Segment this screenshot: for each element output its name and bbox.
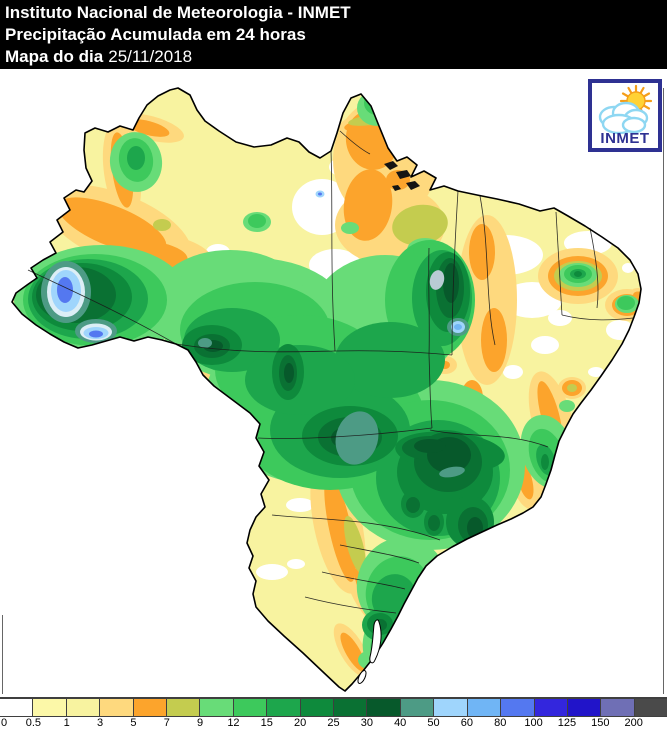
legend-cell <box>166 699 200 716</box>
legend-bar <box>0 697 667 717</box>
legend-tick-label: 200 <box>624 717 643 729</box>
legend-labels: 0 0.5 1 3 5 7 9 12 15 20 25 30 40 50 60 80 100 125 150 200 <box>0 717 667 730</box>
inmet-logo-art: INMET <box>598 84 653 147</box>
legend-tick-label: 0.5 <box>25 717 41 729</box>
legend-tick-label: 3 <box>96 717 104 729</box>
legend-cell <box>466 699 501 716</box>
state-borders <box>27 130 634 614</box>
legend-tick-label: 40 <box>394 717 407 729</box>
legend-cell <box>266 699 300 716</box>
lagoa-dos-patos <box>357 619 382 684</box>
legend-cell <box>199 699 233 716</box>
legend-cell <box>65 699 100 716</box>
map-subtitle: Precipitação Acumulada em 24 horas <box>5 25 306 44</box>
amazon-delta-marks <box>384 161 420 191</box>
legend-cell <box>333 699 367 716</box>
inmet-logo: INMET <box>588 79 662 152</box>
brazil-outline <box>11 87 642 692</box>
legend-cell <box>366 699 400 716</box>
legend-tick-label: 9 <box>197 717 204 729</box>
legend-cell <box>566 699 601 716</box>
legend-cell <box>633 699 667 716</box>
legend-tick-label: 80 <box>494 717 507 729</box>
legend-cell <box>299 699 334 716</box>
legend-tick-label: 0 <box>1 717 8 729</box>
legend-tick-label: 50 <box>427 717 440 729</box>
legend-tick-label: 12 <box>227 717 240 729</box>
legend-tick-label: 30 <box>360 717 373 729</box>
legend-cell <box>533 699 567 716</box>
legend-tick-label: 15 <box>260 717 273 729</box>
map-date-label: Mapa do dia <box>5 47 104 66</box>
legend-cell <box>0 699 33 716</box>
cloud-icon <box>598 101 649 135</box>
legend-tick-label: 1 <box>63 717 70 729</box>
legend-cell <box>433 699 467 716</box>
legend-tick-label: 125 <box>557 717 577 729</box>
legend: 0 0.5 1 3 5 7 9 12 15 20 25 30 40 50 60 80 100 125 150 200 <box>0 695 667 730</box>
legend-cell <box>232 699 267 716</box>
precip-teal-blue-cores <box>41 190 469 478</box>
precip-layers <box>12 88 641 691</box>
map-date-line: Mapa do dia 25/11/2018 <box>5 46 667 68</box>
legend-tick-label: 60 <box>460 717 474 729</box>
legend-cell <box>600 699 634 716</box>
map-date-value: 25/11/2018 <box>108 47 193 66</box>
legend-cell <box>32 699 66 716</box>
legend-tick-label: 5 <box>130 717 137 729</box>
legend-cell <box>132 699 167 716</box>
legend-tick-label: 25 <box>327 717 340 729</box>
legend-tick-label: 20 <box>294 717 307 729</box>
legend-tick-label: 7 <box>163 717 170 729</box>
app-title: Instituto Nacional de Meteorologia - INM… <box>5 3 351 22</box>
legend-tick-label: 150 <box>591 717 610 729</box>
legend-tick-label: 100 <box>524 717 543 729</box>
legend-cell <box>500 699 534 716</box>
legend-cell <box>99 699 133 716</box>
logo-text: INMET <box>600 130 649 147</box>
header: Instituto Nacional de Meteorologia - INM… <box>0 0 667 69</box>
map-frame <box>2 88 664 694</box>
legend-cell <box>399 699 434 716</box>
